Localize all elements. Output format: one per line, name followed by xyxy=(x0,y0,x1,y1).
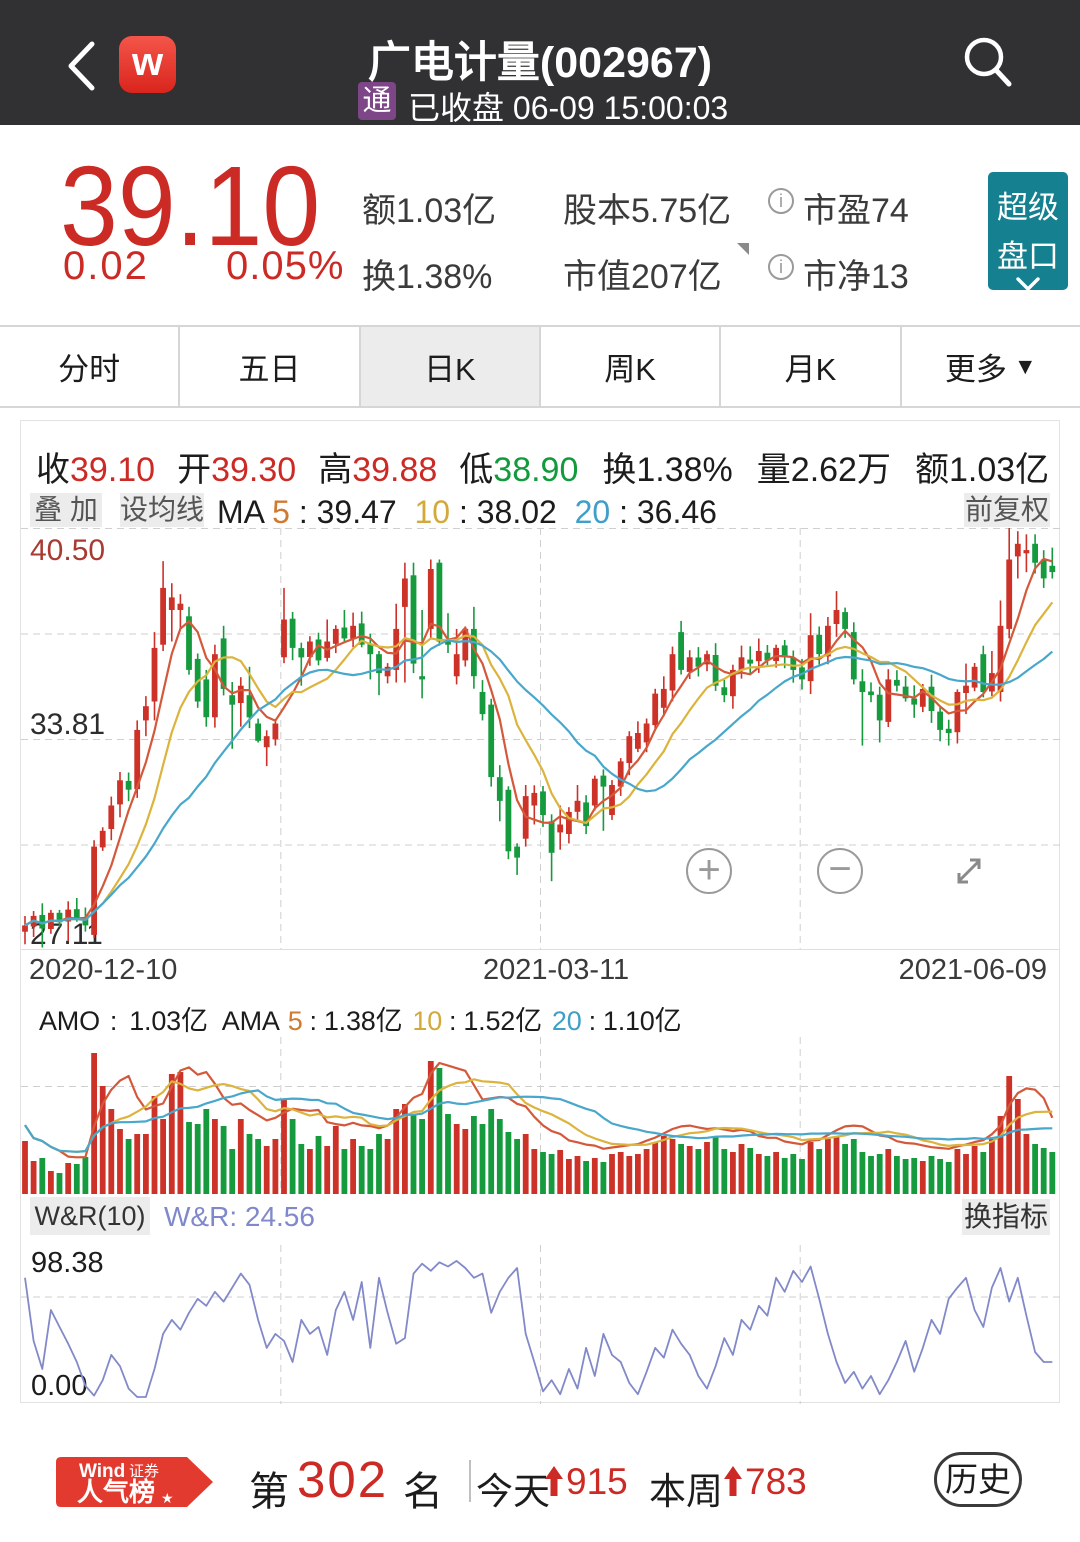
svg-text:★: ★ xyxy=(161,1490,174,1506)
svg-text:40.50: 40.50 xyxy=(30,534,105,567)
svg-text:证券: 证券 xyxy=(129,1463,159,1480)
svg-text:Wind: Wind xyxy=(79,1461,125,1482)
svg-text:人气榜: 人气榜 xyxy=(77,1477,155,1507)
svg-text:33.81: 33.81 xyxy=(30,708,105,741)
